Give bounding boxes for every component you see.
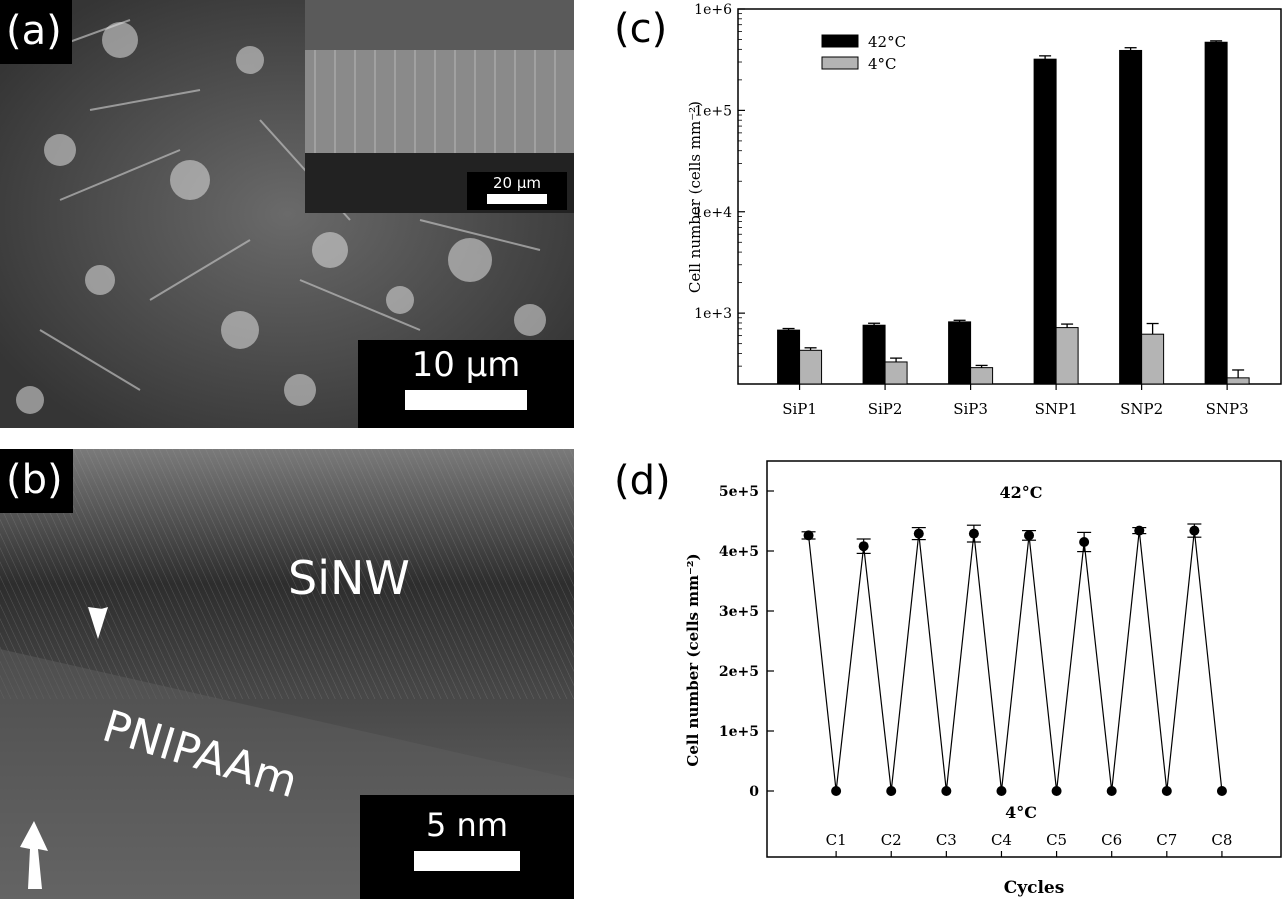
y-tick-label-d: 3e+5: [719, 604, 759, 620]
panel-label-c: (c): [614, 6, 668, 52]
sem-image-panel: 20 μm (a) 10 μm: [0, 0, 574, 428]
y-tick-label-d: 0: [749, 784, 759, 800]
legend-label-c: 4°C: [868, 55, 897, 73]
x-tick-label-c: SNP1: [1035, 400, 1078, 418]
data-point-d: [886, 786, 897, 796]
bar-warm: [1119, 49, 1143, 385]
nanowire-cross-section: [305, 0, 574, 213]
y-tick-label-c: 1e+6: [694, 2, 732, 18]
scale-label-a: 10 μm: [411, 345, 521, 385]
arrow-marker-bottom: [20, 821, 48, 889]
bar-warm: [862, 324, 886, 385]
plot-frame-c: [737, 8, 1282, 385]
inset-scale-bar: 20 μm: [467, 172, 567, 210]
inset-scale-line: [487, 194, 547, 204]
legend-label-c: 42°C: [868, 33, 906, 51]
bar-cold: [970, 367, 994, 385]
x-tick-label-c: SiP2: [868, 400, 903, 418]
data-point-d: [1134, 525, 1145, 536]
x-tick-label-d: C8: [1211, 831, 1232, 849]
x-tick-label-d: C4: [991, 831, 1012, 849]
y-tick-label-c: 1e+3: [694, 306, 732, 322]
data-point-d: [996, 786, 1007, 796]
panel-label-b: (b): [0, 449, 73, 513]
data-point-d: [1079, 537, 1090, 547]
data-point-d: [831, 786, 842, 796]
bar-cold: [1226, 377, 1250, 385]
scale-bar-a: 10 μm: [358, 340, 574, 428]
y-tick-label-d: 2e+5: [719, 664, 759, 680]
annotation-high-d: 42°C: [1000, 483, 1043, 502]
x-tick-label-c: SNP2: [1120, 400, 1163, 418]
data-point-d: [968, 528, 979, 539]
annotation-low-d: 4°C: [1005, 803, 1037, 822]
panel-label-d: (d): [614, 458, 671, 504]
inset-image: 20 μm: [305, 0, 574, 213]
scale-bar-b: 5 nm: [360, 795, 574, 899]
arrow-marker-top: [88, 607, 108, 639]
data-point-d: [1024, 530, 1035, 541]
y-tick-label-c: 1e+4: [694, 205, 732, 221]
x-tick-label-c: SNP3: [1206, 400, 1249, 418]
scale-line-b: [414, 851, 520, 871]
y-axis-label-c: Cell number (cells mm⁻²): [686, 101, 704, 293]
bar-warm: [1204, 41, 1228, 385]
bar-cold: [1055, 327, 1079, 385]
scale-line-a: [405, 390, 527, 410]
data-point-d: [941, 786, 952, 796]
x-tick-label-d: C3: [936, 831, 957, 849]
y-axis-label-d: Cell number (cells mm⁻²): [684, 553, 702, 766]
y-tick-label-c: 1e+5: [694, 103, 732, 119]
scale-label-b: 5 nm: [426, 806, 508, 844]
data-point-d: [803, 530, 814, 541]
data-point-d: [1051, 786, 1062, 796]
x-tick-label-d: C1: [826, 831, 847, 849]
x-axis-label-d: Cycles: [1004, 878, 1065, 898]
series-line-d: [807, 530, 1223, 792]
bar-warm: [948, 321, 972, 385]
legend-swatch-c: [821, 56, 859, 70]
data-point-d: [913, 528, 924, 539]
y-tick-label-d: 1e+5: [719, 724, 759, 740]
legend-swatch-c: [821, 34, 859, 48]
bar-warm: [777, 329, 801, 385]
data-point-d: [1161, 786, 1172, 796]
bar-cold: [799, 349, 823, 385]
x-tick-label-d: C2: [881, 831, 902, 849]
x-tick-label-d: C7: [1156, 831, 1177, 849]
x-tick-label-c: SiP1: [782, 400, 817, 418]
data-point-d: [1189, 525, 1200, 536]
data-point-d: [1216, 786, 1227, 796]
bar-cold: [1141, 333, 1165, 385]
y-tick-label-d: 5e+5: [719, 484, 759, 500]
data-point-d: [858, 541, 869, 552]
x-tick-label-d: C6: [1101, 831, 1122, 849]
inset-scale-label: 20 μm: [492, 174, 541, 192]
panel-label-a: (a): [0, 0, 72, 64]
x-tick-label-c: SiP3: [953, 400, 988, 418]
x-tick-label-d: C5: [1046, 831, 1067, 849]
sinw-label: SiNW: [288, 551, 410, 605]
tem-image-panel: SiNW PNIPAAm (b) 5 nm: [0, 449, 574, 899]
plot-frame-d: [766, 460, 1282, 858]
y-tick-label-d: 4e+5: [719, 544, 759, 560]
data-point-d: [1106, 786, 1117, 796]
bar-cold: [884, 361, 908, 385]
bar-warm: [1033, 58, 1057, 385]
